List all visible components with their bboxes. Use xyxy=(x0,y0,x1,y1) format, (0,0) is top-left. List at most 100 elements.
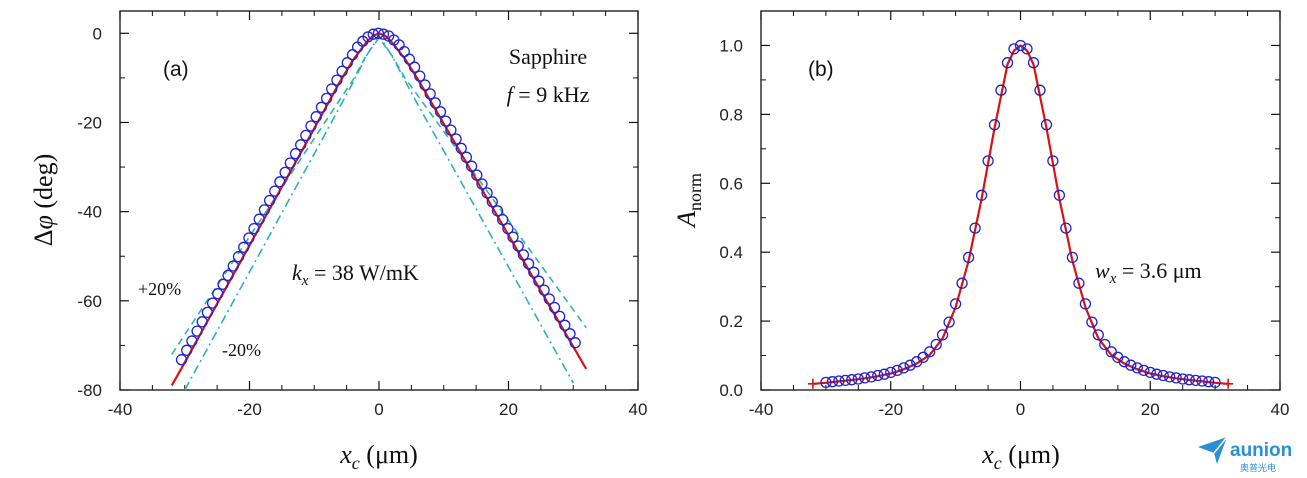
data-point xyxy=(975,189,988,201)
data-point xyxy=(826,376,839,388)
data-point xyxy=(1034,84,1046,96)
data-point xyxy=(507,231,519,243)
data-point xyxy=(1047,155,1059,167)
fit-line xyxy=(812,44,1229,385)
data-point xyxy=(341,57,353,69)
data-point xyxy=(846,374,858,386)
data-point xyxy=(872,369,884,382)
panel-b-chart: -40 -20 0 20 40 0.0 0.2 0.4 0.6 0.8 1.0 (b) wx = 3.6… xyxy=(672,10,1290,473)
data-point xyxy=(305,120,317,132)
data-point xyxy=(1183,374,1195,386)
data-point xyxy=(878,368,890,380)
plus-20-label: +20% xyxy=(138,279,181,299)
data-point xyxy=(859,372,871,384)
data-point xyxy=(522,258,535,270)
data-point xyxy=(238,241,250,253)
fit-endcap-marker xyxy=(1223,378,1234,389)
data-point xyxy=(982,155,994,167)
data-point xyxy=(1086,316,1098,328)
data-point xyxy=(548,301,561,314)
data-point xyxy=(414,70,426,82)
x-tick-label: 40 xyxy=(1271,400,1290,419)
data-point xyxy=(196,316,208,328)
data-point xyxy=(481,187,493,199)
data-point xyxy=(217,278,229,290)
x-tick-label: 20 xyxy=(1141,400,1160,419)
width-label: wx = 3.6 μm xyxy=(1095,258,1202,287)
data-point xyxy=(212,288,224,300)
data-point xyxy=(1209,376,1221,389)
data-point xyxy=(1177,373,1189,385)
data-point xyxy=(206,297,219,309)
y-tick-label: -80 xyxy=(77,381,102,400)
data-point xyxy=(554,310,566,323)
data-point xyxy=(538,284,550,296)
x-tick-label: 20 xyxy=(499,400,518,419)
data-point xyxy=(956,277,968,289)
data-point xyxy=(310,111,322,123)
data-point xyxy=(377,28,390,40)
conductivity-label: kx = 38 W/mK xyxy=(292,260,419,289)
data-point xyxy=(559,319,571,331)
data-point xyxy=(1157,369,1169,382)
data-point xyxy=(1040,119,1053,131)
data-point xyxy=(512,240,524,252)
data-point xyxy=(248,222,260,235)
data-point xyxy=(1196,375,1208,387)
data-point xyxy=(1001,57,1014,69)
data-point xyxy=(476,178,488,190)
x-axis-label-a: xc (μm) xyxy=(339,440,418,473)
y-tick-label: 1.0 xyxy=(719,36,743,55)
data-point xyxy=(346,49,359,61)
data-point xyxy=(898,362,910,374)
x-tick-label: -40 xyxy=(108,400,133,419)
data-point xyxy=(465,160,478,172)
data-point xyxy=(460,151,473,163)
data-point xyxy=(852,373,864,385)
data-point xyxy=(1027,57,1040,69)
data-point xyxy=(175,354,188,366)
data-point xyxy=(924,346,936,358)
data-point xyxy=(440,115,452,127)
y-tick-label: 0.2 xyxy=(719,312,743,331)
data-point xyxy=(543,293,555,305)
data-point xyxy=(1021,43,1033,55)
paper-plane-icon xyxy=(1198,436,1228,464)
data-point xyxy=(564,328,576,340)
data-point xyxy=(186,335,198,347)
data-point xyxy=(450,133,462,145)
data-point xyxy=(315,101,328,113)
data-point xyxy=(891,364,903,377)
y-tick-label: -60 xyxy=(77,292,102,311)
data-point xyxy=(962,251,975,264)
data-point xyxy=(232,251,245,263)
material-label: Sapphire xyxy=(509,44,587,69)
data-point xyxy=(403,53,416,65)
panel-a-chart: -40 -20 0 20 40 -80 -60 -40 -20 0 (a) Sapphire f = 9… xyxy=(29,10,647,473)
data-point xyxy=(949,298,962,310)
data-point xyxy=(988,119,1001,131)
data-point xyxy=(191,325,203,337)
data-point xyxy=(201,306,214,319)
data-point xyxy=(1202,376,1215,388)
data-point xyxy=(497,214,509,226)
data-point xyxy=(274,176,286,188)
data-point xyxy=(995,84,1007,96)
data-point xyxy=(517,249,530,261)
x-axis-label-b: xc (μm) xyxy=(981,440,1060,473)
data-point xyxy=(372,27,385,39)
data-point xyxy=(351,41,364,53)
watermark-brand: aunion xyxy=(1230,440,1292,461)
y-tick-label: 0 xyxy=(93,24,102,43)
x-tick-label: -20 xyxy=(878,400,903,419)
data-point xyxy=(1099,338,1111,351)
data-point xyxy=(471,169,483,181)
data-point xyxy=(1092,329,1104,341)
data-point xyxy=(253,213,265,225)
data-point xyxy=(917,351,929,363)
data-point xyxy=(258,204,271,216)
data-point xyxy=(865,371,877,383)
series-group xyxy=(812,39,1229,389)
data-point xyxy=(502,222,514,235)
